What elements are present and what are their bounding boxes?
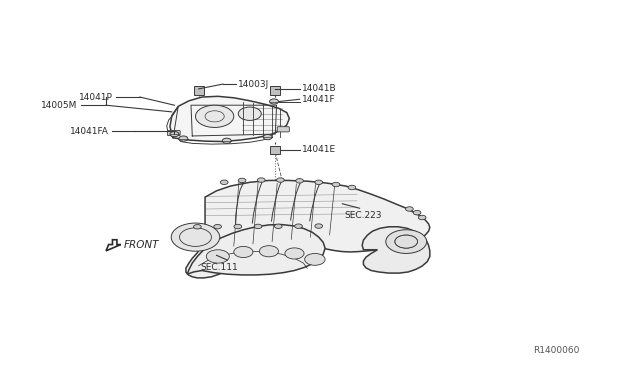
Polygon shape xyxy=(170,96,289,141)
Circle shape xyxy=(315,224,323,228)
Text: R1400060: R1400060 xyxy=(533,346,579,355)
Circle shape xyxy=(254,224,262,229)
Circle shape xyxy=(275,224,282,228)
Circle shape xyxy=(406,207,413,211)
Polygon shape xyxy=(186,180,430,278)
Text: 14041P: 14041P xyxy=(79,93,113,102)
Circle shape xyxy=(285,248,304,259)
Text: 14003J: 14003J xyxy=(238,80,269,89)
Circle shape xyxy=(257,178,265,182)
Circle shape xyxy=(238,178,246,183)
Circle shape xyxy=(386,230,427,253)
Circle shape xyxy=(222,138,231,143)
Circle shape xyxy=(220,180,228,185)
Circle shape xyxy=(259,246,278,257)
Text: SEC.223: SEC.223 xyxy=(344,211,382,220)
Bar xyxy=(270,145,280,154)
Circle shape xyxy=(170,132,179,137)
Circle shape xyxy=(193,225,201,229)
Text: FRONT: FRONT xyxy=(124,240,159,250)
Circle shape xyxy=(305,253,325,265)
Circle shape xyxy=(195,105,234,128)
Circle shape xyxy=(234,224,242,229)
FancyBboxPatch shape xyxy=(277,127,289,132)
Circle shape xyxy=(276,178,284,182)
Circle shape xyxy=(419,215,426,220)
Circle shape xyxy=(269,99,278,104)
FancyBboxPatch shape xyxy=(168,131,180,136)
Circle shape xyxy=(315,180,323,185)
Text: 14041F: 14041F xyxy=(302,95,336,104)
Circle shape xyxy=(296,179,303,183)
Circle shape xyxy=(206,250,229,263)
Text: 14041FA: 14041FA xyxy=(70,126,109,136)
Circle shape xyxy=(238,107,261,121)
Circle shape xyxy=(413,211,421,215)
Circle shape xyxy=(348,185,356,190)
Circle shape xyxy=(332,182,340,187)
Circle shape xyxy=(294,224,302,228)
Text: 14041B: 14041B xyxy=(302,84,337,93)
Circle shape xyxy=(263,135,272,140)
Polygon shape xyxy=(362,227,430,273)
Polygon shape xyxy=(187,225,325,275)
Bar xyxy=(270,86,280,94)
Circle shape xyxy=(234,246,253,257)
Circle shape xyxy=(172,223,220,251)
Circle shape xyxy=(214,224,221,229)
Circle shape xyxy=(179,136,188,141)
Text: 14041E: 14041E xyxy=(302,145,336,154)
Bar xyxy=(193,86,204,94)
Text: SEC.111: SEC.111 xyxy=(200,263,237,272)
Text: 14005M: 14005M xyxy=(41,101,77,110)
